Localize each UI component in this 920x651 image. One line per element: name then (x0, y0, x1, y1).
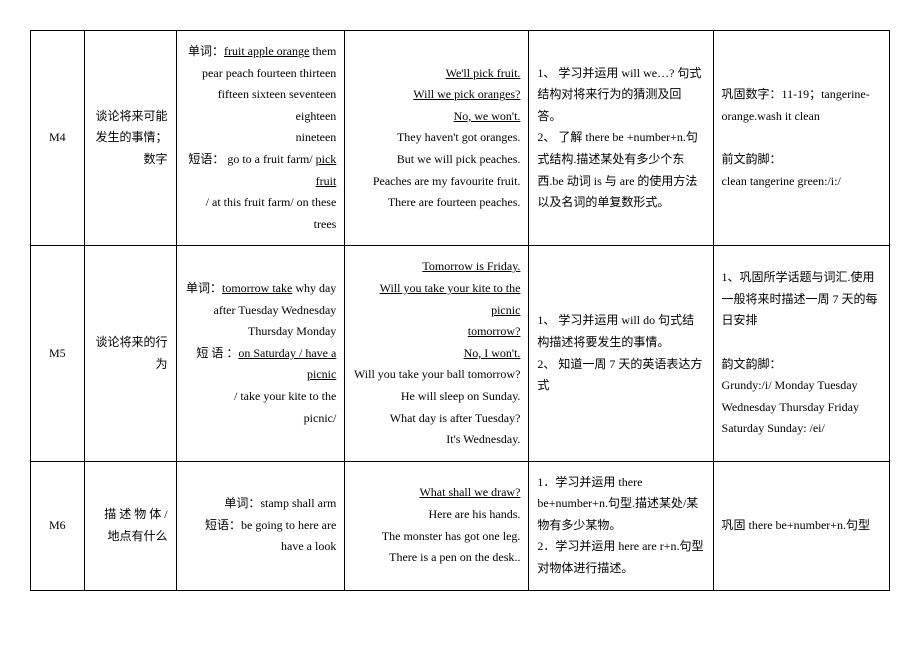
key-sentences: We'll pick fruit.Will we pick oranges?No… (345, 31, 529, 246)
vocabulary-phrases: 单词：fruit apple orange thempear peach fou… (176, 31, 345, 246)
module-id: M6 (31, 461, 85, 590)
vocabulary-phrases: 单词：stamp shall arm短语：be going to here ar… (176, 461, 345, 590)
table-row: M5谈论将来的行为单词：tomorrow take why dayafter T… (31, 246, 890, 461)
learning-objectives: 1、 学习并运用 will we…? 句式结构对将来行为的猜测及回答。2、 了解… (529, 31, 713, 246)
table-row: M6描 述 物 体 /地点有什么单词：stamp shall arm短语：be … (31, 461, 890, 590)
table-row: M4谈论将来可能发生的事情；数字单词：fruit apple orange th… (31, 31, 890, 246)
topic: 谈论将来的行为 (84, 246, 176, 461)
topic: 描 述 物 体 /地点有什么 (84, 461, 176, 590)
review-notes: 1、巩固所学话题与词汇.使用一般将来时描述一周 7 天的每日安排 韵文韵脚：Gr… (713, 246, 889, 461)
vocabulary-phrases: 单词：tomorrow take why dayafter Tuesday We… (176, 246, 345, 461)
curriculum-table: M4谈论将来可能发生的事情；数字单词：fruit apple orange th… (30, 30, 890, 591)
topic: 谈论将来可能发生的事情；数字 (84, 31, 176, 246)
review-notes: 巩固 there be+number+n.句型 (713, 461, 889, 590)
module-id: M4 (31, 31, 85, 246)
learning-objectives: 1、 学习并运用 will do 句式结构描述将要发生的事情。2、 知道一周 7… (529, 246, 713, 461)
review-notes: 巩固数字：11-19；tangerine-orange.wash it clea… (713, 31, 889, 246)
module-id: M5 (31, 246, 85, 461)
learning-objectives: 1．学习并运用 there be+number+n.句型.描述某处/某物有多少某… (529, 461, 713, 590)
key-sentences: Tomorrow is Friday.Will you take your ki… (345, 246, 529, 461)
key-sentences: What shall we draw?Here are his hands.Th… (345, 461, 529, 590)
